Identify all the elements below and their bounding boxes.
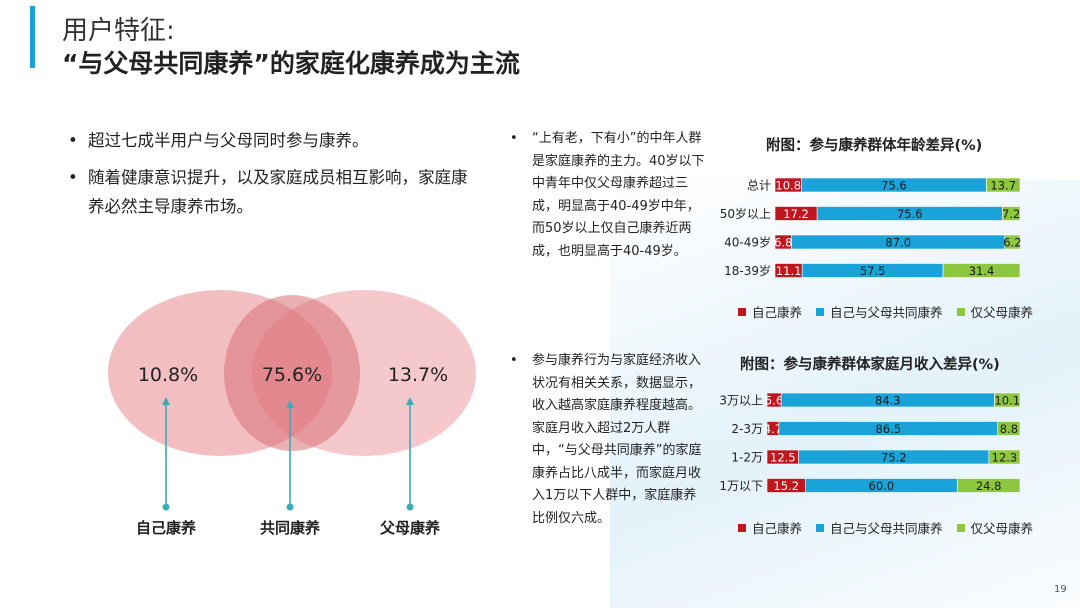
legend-item-self: 自己康养 — [738, 302, 802, 321]
bar-segment — [994, 392, 1021, 408]
data-label: 75.6 — [881, 179, 907, 193]
legend-label: 自己康养 — [752, 521, 803, 536]
bar-segment — [1002, 206, 1021, 221]
age-chart-legend: 自己康养 自己与父母共同康养 仅父母康养 — [738, 302, 1047, 321]
bar-segment — [988, 449, 1021, 465]
data-label: 10.8 — [775, 179, 801, 193]
legend-swatch — [738, 307, 746, 316]
venn-diagram: 10.8% 75.6% 13.7% 自己康养 共同康养 父母康养 — [108, 290, 476, 537]
data-label: 6.8 — [774, 236, 792, 250]
legend-label: 仅父母康养 — [970, 521, 1034, 536]
legend-label: 仅父母康养 — [970, 305, 1034, 320]
income-difference-chart: 3万以上 5.6 84.3 10.1 2-3万 4.7 86.5 8.8 1-2万 12.5 75.… — [719, 392, 1021, 493]
pointer-dot — [286, 503, 294, 511]
key-points: 超过七成半用户与父母同时参与康养。 随着健康意识提升，以及家庭成员相互影响，家庭… — [68, 126, 478, 229]
pointer-arrowhead — [162, 397, 170, 405]
legend-label: 自己与父母共同康养 — [830, 521, 943, 536]
data-label: 86.5 — [876, 422, 902, 436]
legend-item-parents: 仅父母康养 — [956, 302, 1034, 321]
data-label: 7.2 — [1002, 207, 1020, 221]
category-label: 3万以上 — [719, 394, 763, 408]
category-label: 40-49岁 — [724, 235, 771, 250]
income-chart-title: 附图：参与康养群体家庭月收入差异(%) — [740, 357, 1000, 373]
venn-pointers — [162, 397, 414, 511]
category-label: 18-39岁 — [724, 263, 771, 278]
data-label: 6.2 — [1003, 236, 1021, 250]
data-label: 4.7 — [764, 422, 782, 436]
data-label: 17.2 — [783, 207, 809, 221]
page-subtitle: “与父母共同康养”的家庭化康养成为主流 — [62, 49, 520, 78]
legend-label: 自己康养 — [752, 305, 803, 320]
age-chart-title: 附图：参与康养群体年龄差异(%) — [766, 138, 983, 154]
note-text: 参与康养行为与家庭经济收入状况有相关关系，数据显示，收入越高家庭康养程度越高。家… — [510, 350, 706, 530]
category-label: 总计 — [747, 179, 771, 193]
data-label: 84.3 — [875, 394, 901, 408]
venn-label-parents: 父母康养 — [379, 519, 441, 537]
bar-segment — [956, 478, 1021, 493]
income-analysis-note: 参与康养行为与家庭经济收入状况有相关关系，数据显示，收入越高家庭康养程度越高。家… — [510, 350, 706, 530]
data-label: 13.7 — [990, 179, 1016, 193]
bar-segment — [986, 177, 1021, 193]
pointer-arrowhead — [286, 400, 294, 408]
legend-swatch — [956, 307, 965, 316]
data-label: 15.2 — [773, 479, 799, 493]
title-accent-bar — [30, 6, 35, 68]
bar-segment — [942, 263, 1021, 278]
key-point: 随着健康意识提升，以及家庭成员相互影响，家庭康养必然主导康养市场。 — [68, 163, 478, 221]
data-label: 31.4 — [969, 264, 995, 278]
data-label: 5.6 — [765, 394, 783, 408]
legend-item-together: 自己与父母共同康养 — [816, 518, 943, 537]
data-label: 10.1 — [994, 394, 1020, 408]
bar-segment — [997, 421, 1021, 436]
legend-label: 自己与父母共同康养 — [830, 305, 943, 320]
category-label: 2-3万 — [731, 422, 763, 436]
legend-item-together: 自己与父母共同康养 — [816, 302, 943, 321]
legend-item-self: 自己康养 — [738, 518, 802, 537]
venn-label-self: 自己康养 — [136, 519, 197, 537]
category-label: 1-2万 — [731, 451, 763, 465]
data-label: 24.8 — [976, 479, 1002, 493]
data-label: 12.5 — [770, 451, 796, 465]
data-label: 8.8 — [1000, 422, 1018, 436]
data-label: 12.3 — [992, 451, 1018, 465]
data-label: 75.2 — [881, 451, 907, 465]
venn-value-self: 10.8% — [138, 364, 198, 386]
category-label: 50岁以上 — [720, 206, 771, 221]
age-analysis-note: “上有老，下有小”的中年人群是家庭康养的主力。40岁以下中青年中仅父母康养超过三… — [510, 128, 706, 263]
venn-overlap — [224, 295, 360, 451]
legend-swatch — [816, 523, 825, 532]
data-label: 87.0 — [885, 236, 911, 250]
venn-value-overlap: 75.6% — [262, 364, 322, 386]
page-title: 用户特征: — [62, 16, 175, 46]
category-label: 1万以下 — [719, 479, 763, 493]
legend-swatch — [816, 307, 825, 316]
data-label: 57.5 — [860, 264, 886, 278]
age-difference-chart: 总计 10.8 75.6 13.7 50岁以上 17.2 75.6 7.2 40-49岁 6.8 8… — [720, 177, 1022, 278]
legend-swatch — [956, 523, 965, 532]
page-number: 19 — [1054, 584, 1067, 595]
pointer-dot — [406, 503, 414, 511]
venn-label-overlap: 共同康养 — [260, 519, 321, 537]
data-label: 60.0 — [869, 479, 895, 493]
venn-value-parents: 13.7% — [388, 364, 448, 386]
legend-item-parents: 仅父母康养 — [956, 518, 1034, 537]
bar-segment — [1004, 234, 1021, 250]
data-label: 11.1 — [776, 264, 802, 278]
data-label: 75.6 — [897, 207, 923, 221]
key-point: 超过七成半用户与父母同时参与康养。 — [68, 126, 478, 155]
note-text: “上有老，下有小”的中年人群是家庭康养的主力。40岁以下中青年中仅父母康养超过三… — [510, 128, 706, 263]
income-chart-legend: 自己康养 自己与父母共同康养 仅父母康养 — [738, 518, 1047, 537]
pointer-arrowhead — [406, 397, 414, 405]
legend-swatch — [738, 523, 746, 532]
pointer-dot — [162, 503, 170, 511]
